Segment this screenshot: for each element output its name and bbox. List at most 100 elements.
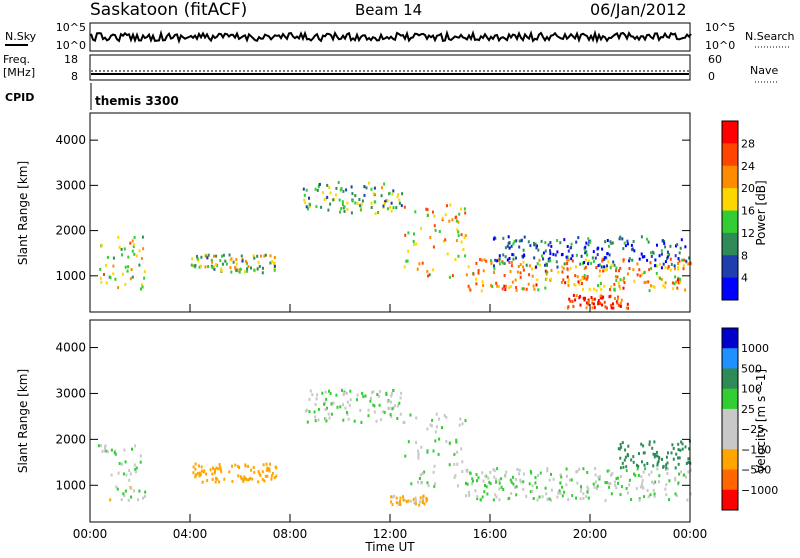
heatmap-cell bbox=[623, 241, 626, 245]
heatmap-cell bbox=[674, 267, 676, 271]
heatmap-cell bbox=[433, 464, 436, 468]
heatmap-cell bbox=[329, 392, 332, 395]
heatmap-cell bbox=[615, 477, 618, 481]
heatmap-cell bbox=[600, 265, 603, 269]
heatmap-cell bbox=[527, 282, 530, 286]
heatmap-cell bbox=[343, 205, 346, 209]
heatmap-cell bbox=[647, 240, 650, 244]
heatmap-cell bbox=[317, 407, 320, 411]
heatmap-cell bbox=[592, 250, 595, 254]
heatmap-cell bbox=[619, 266, 622, 270]
heatmap-cell bbox=[231, 479, 234, 483]
heatmap-cell bbox=[479, 258, 482, 261]
heatmap-cell bbox=[273, 261, 276, 265]
heatmap-cell bbox=[409, 413, 412, 417]
heatmap-cell bbox=[192, 465, 195, 469]
heatmap-cell bbox=[432, 449, 435, 453]
heatmap-cell bbox=[666, 461, 669, 465]
heatmap-cell bbox=[365, 186, 368, 190]
heatmap-cell bbox=[130, 495, 133, 499]
heatmap-cell bbox=[391, 192, 394, 196]
heatmap-cell bbox=[662, 284, 665, 288]
heatmap-cell bbox=[231, 464, 233, 468]
heatmap-cell bbox=[533, 241, 535, 245]
heatmap-cell bbox=[263, 254, 266, 258]
heatmap-cell bbox=[383, 202, 386, 206]
heatmap-cell bbox=[575, 253, 578, 257]
heatmap-cell bbox=[487, 476, 490, 480]
cpid-label: CPID bbox=[5, 91, 34, 104]
heatmap-cell bbox=[392, 495, 394, 499]
heatmap-cell bbox=[118, 245, 121, 249]
heatmap-cell bbox=[364, 394, 367, 398]
heatmap-cell bbox=[515, 286, 518, 289]
heatmap-cell bbox=[622, 258, 625, 262]
heatmap-cell bbox=[211, 260, 214, 264]
heatmap-cell bbox=[512, 475, 514, 479]
heatmap-cell bbox=[269, 462, 271, 466]
freq-panel-frame bbox=[89, 54, 691, 81]
heatmap-cell bbox=[601, 247, 604, 251]
heatmap-cell bbox=[652, 285, 655, 288]
heatmap-cell bbox=[623, 276, 626, 280]
heatmap-cell bbox=[687, 460, 690, 464]
heatmap-cell bbox=[196, 256, 199, 260]
heatmap-cell bbox=[464, 419, 467, 423]
heatmap-cell bbox=[650, 254, 653, 258]
heatmap-cell bbox=[643, 281, 646, 285]
heatmap-cell bbox=[537, 288, 540, 292]
heatmap-cell bbox=[474, 489, 477, 493]
heatmap-cell bbox=[204, 265, 207, 269]
heatmap-cell bbox=[674, 476, 677, 480]
heatmap-cell bbox=[414, 210, 417, 214]
heatmap-cell bbox=[345, 391, 348, 395]
heatmap-cell bbox=[465, 494, 468, 498]
heatmap-cell bbox=[621, 461, 624, 465]
heatmap-cell bbox=[675, 452, 678, 456]
heatmap-cell bbox=[530, 471, 533, 475]
heatmap-cell bbox=[127, 498, 130, 502]
heatmap-cell bbox=[420, 445, 423, 449]
heatmap-cell bbox=[127, 255, 130, 259]
heatmap-cell bbox=[493, 267, 496, 271]
heatmap-cell bbox=[544, 286, 547, 290]
heatmap-cell bbox=[647, 280, 650, 284]
heatmap-cell bbox=[639, 274, 642, 278]
heatmap-cell bbox=[214, 262, 217, 266]
heatmap-cell bbox=[235, 258, 238, 262]
y-tick-label: 1000 bbox=[55, 478, 86, 492]
heatmap-cell bbox=[609, 482, 612, 486]
heatmap-cell bbox=[509, 285, 512, 288]
heatmap-cell bbox=[612, 260, 615, 264]
heatmap-cell bbox=[677, 276, 680, 280]
heatmap-cell bbox=[522, 248, 525, 252]
heatmap-cell bbox=[307, 207, 309, 211]
heatmap-cell bbox=[200, 469, 203, 473]
heatmap-cell bbox=[567, 283, 570, 287]
heatmap-cell bbox=[493, 469, 496, 473]
heatmap-cell bbox=[359, 204, 361, 208]
heatmap-cell bbox=[441, 426, 443, 430]
heatmap-cell bbox=[409, 499, 412, 503]
heatmap-cell bbox=[544, 269, 547, 273]
heatmap-cell bbox=[619, 301, 622, 305]
heatmap-cell bbox=[128, 469, 131, 473]
heatmap-cell bbox=[344, 406, 347, 410]
heatmap-cell bbox=[363, 185, 366, 189]
heatmap-cell bbox=[139, 460, 142, 464]
heatmap-cell bbox=[209, 468, 212, 472]
heatmap-cell bbox=[515, 485, 518, 489]
heatmap-cell bbox=[217, 467, 220, 471]
velocity-heatmap-cells bbox=[97, 388, 692, 507]
heatmap-cell bbox=[403, 498, 406, 502]
heatmap-cell bbox=[673, 264, 676, 268]
heatmap-cell bbox=[464, 234, 467, 238]
heatmap-cell bbox=[481, 495, 484, 499]
heatmap-cell bbox=[257, 480, 260, 484]
heatmap-cell bbox=[398, 201, 401, 205]
heatmap-cell bbox=[588, 288, 591, 291]
heatmap-cell bbox=[648, 289, 651, 293]
heatmap-cell bbox=[583, 274, 586, 277]
heatmap-cell bbox=[433, 484, 436, 488]
heatmap-cell bbox=[579, 262, 582, 266]
